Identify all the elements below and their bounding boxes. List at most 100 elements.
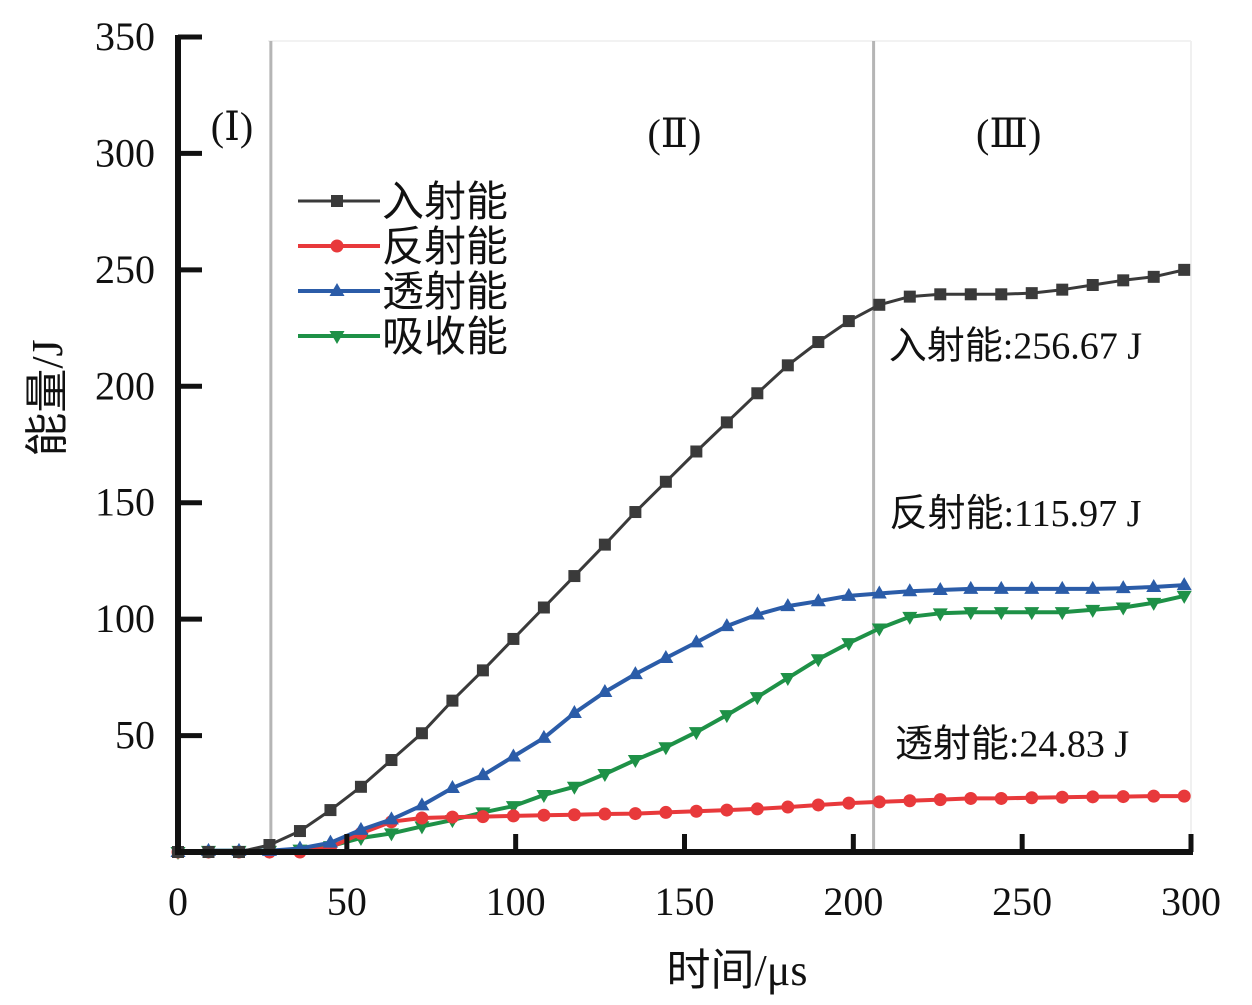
data-point bbox=[354, 780, 367, 793]
data-point bbox=[1085, 580, 1101, 594]
data-point bbox=[1147, 789, 1161, 803]
data-point bbox=[566, 781, 582, 795]
data-point bbox=[963, 580, 979, 594]
legend-label: 透射能 bbox=[382, 270, 508, 316]
data-point bbox=[1115, 580, 1131, 594]
data-point bbox=[720, 803, 734, 817]
data-point bbox=[1024, 580, 1040, 594]
data-point bbox=[749, 606, 765, 620]
annotations: 入射能:256.67 J 反射能:115.97 J 透射能:24.83 J bbox=[889, 325, 1142, 765]
legend-label: 反射能 bbox=[382, 225, 508, 271]
data-point bbox=[903, 794, 917, 808]
data-point bbox=[842, 796, 856, 810]
data-point bbox=[1055, 790, 1069, 804]
region-label-2: (Ⅱ) bbox=[647, 111, 701, 156]
x-axis-title: 时间/μs bbox=[667, 946, 808, 995]
y-tick-label: 100 bbox=[95, 596, 155, 641]
data-point bbox=[781, 800, 795, 814]
data-point bbox=[446, 694, 459, 707]
data-point bbox=[353, 821, 369, 835]
data-point bbox=[1025, 287, 1038, 300]
legend-marker bbox=[329, 331, 345, 344]
data-point bbox=[537, 601, 550, 614]
data-point bbox=[993, 580, 1009, 594]
data-point bbox=[1147, 270, 1160, 283]
data-point bbox=[566, 704, 582, 718]
data-point bbox=[598, 807, 612, 821]
data-point bbox=[1116, 790, 1130, 804]
data-point bbox=[598, 538, 611, 551]
x-tick-label: 250 bbox=[992, 879, 1052, 924]
data-point bbox=[873, 298, 886, 311]
data-point bbox=[780, 598, 796, 612]
data-point bbox=[841, 587, 857, 601]
y-tick-label: 150 bbox=[95, 480, 155, 525]
data-point bbox=[1054, 580, 1070, 594]
data-point bbox=[415, 811, 429, 825]
data-point bbox=[1177, 789, 1191, 803]
annotation-3: 透射能:24.83 J bbox=[895, 724, 1129, 766]
data-point bbox=[781, 359, 794, 372]
data-point bbox=[688, 634, 704, 648]
data-point bbox=[1086, 278, 1099, 291]
data-point bbox=[293, 825, 306, 838]
data-point bbox=[842, 315, 855, 328]
data-point bbox=[872, 795, 886, 809]
data-point bbox=[811, 798, 825, 812]
data-point bbox=[1056, 283, 1069, 296]
data-point bbox=[812, 336, 825, 349]
y-axis-title: 能量/J bbox=[23, 339, 72, 456]
data-point bbox=[1117, 274, 1130, 287]
data-point bbox=[415, 727, 428, 740]
data-point bbox=[383, 811, 399, 825]
series-0 bbox=[172, 263, 1191, 858]
data-point bbox=[688, 727, 704, 741]
data-point bbox=[810, 654, 826, 668]
data-point bbox=[902, 611, 918, 625]
data-point bbox=[1024, 607, 1040, 621]
data-point bbox=[841, 638, 857, 652]
plot-frame bbox=[268, 40, 1192, 852]
legend-item-1: 反射能 bbox=[298, 225, 508, 271]
y-tick-label: 350 bbox=[95, 14, 155, 59]
data-point bbox=[507, 632, 520, 645]
y-tick-label: 200 bbox=[95, 363, 155, 408]
data-point bbox=[263, 839, 276, 852]
data-point bbox=[628, 807, 642, 821]
x-tick-label: 0 bbox=[168, 879, 188, 924]
data-point bbox=[963, 607, 979, 621]
data-point bbox=[385, 754, 398, 767]
data-point bbox=[1146, 597, 1162, 611]
data-point bbox=[933, 793, 947, 807]
x-tick-label: 50 bbox=[327, 879, 367, 924]
data-point bbox=[750, 802, 764, 816]
data-point bbox=[994, 791, 1008, 805]
series-group bbox=[170, 263, 1192, 860]
data-point bbox=[324, 804, 337, 817]
data-point bbox=[476, 810, 490, 824]
data-point bbox=[964, 288, 977, 301]
y-tick-label: 50 bbox=[115, 713, 155, 758]
data-point bbox=[1054, 607, 1070, 621]
data-point bbox=[536, 729, 552, 743]
x-tick-label: 150 bbox=[655, 879, 715, 924]
data-point bbox=[903, 290, 916, 303]
data-point bbox=[476, 664, 489, 677]
series-line bbox=[178, 268, 1185, 854]
data-point bbox=[659, 805, 673, 819]
data-point bbox=[629, 506, 642, 519]
data-point bbox=[995, 288, 1008, 301]
legend-item-3: 吸收能 bbox=[298, 315, 508, 361]
data-point bbox=[414, 797, 430, 811]
data-point bbox=[719, 710, 735, 724]
data-point bbox=[1025, 791, 1039, 805]
data-point bbox=[627, 755, 643, 769]
data-point bbox=[383, 828, 399, 842]
data-point bbox=[1178, 263, 1191, 276]
data-point bbox=[751, 387, 764, 400]
data-point bbox=[902, 583, 918, 597]
data-point bbox=[658, 742, 674, 756]
legend-marker bbox=[329, 283, 345, 296]
